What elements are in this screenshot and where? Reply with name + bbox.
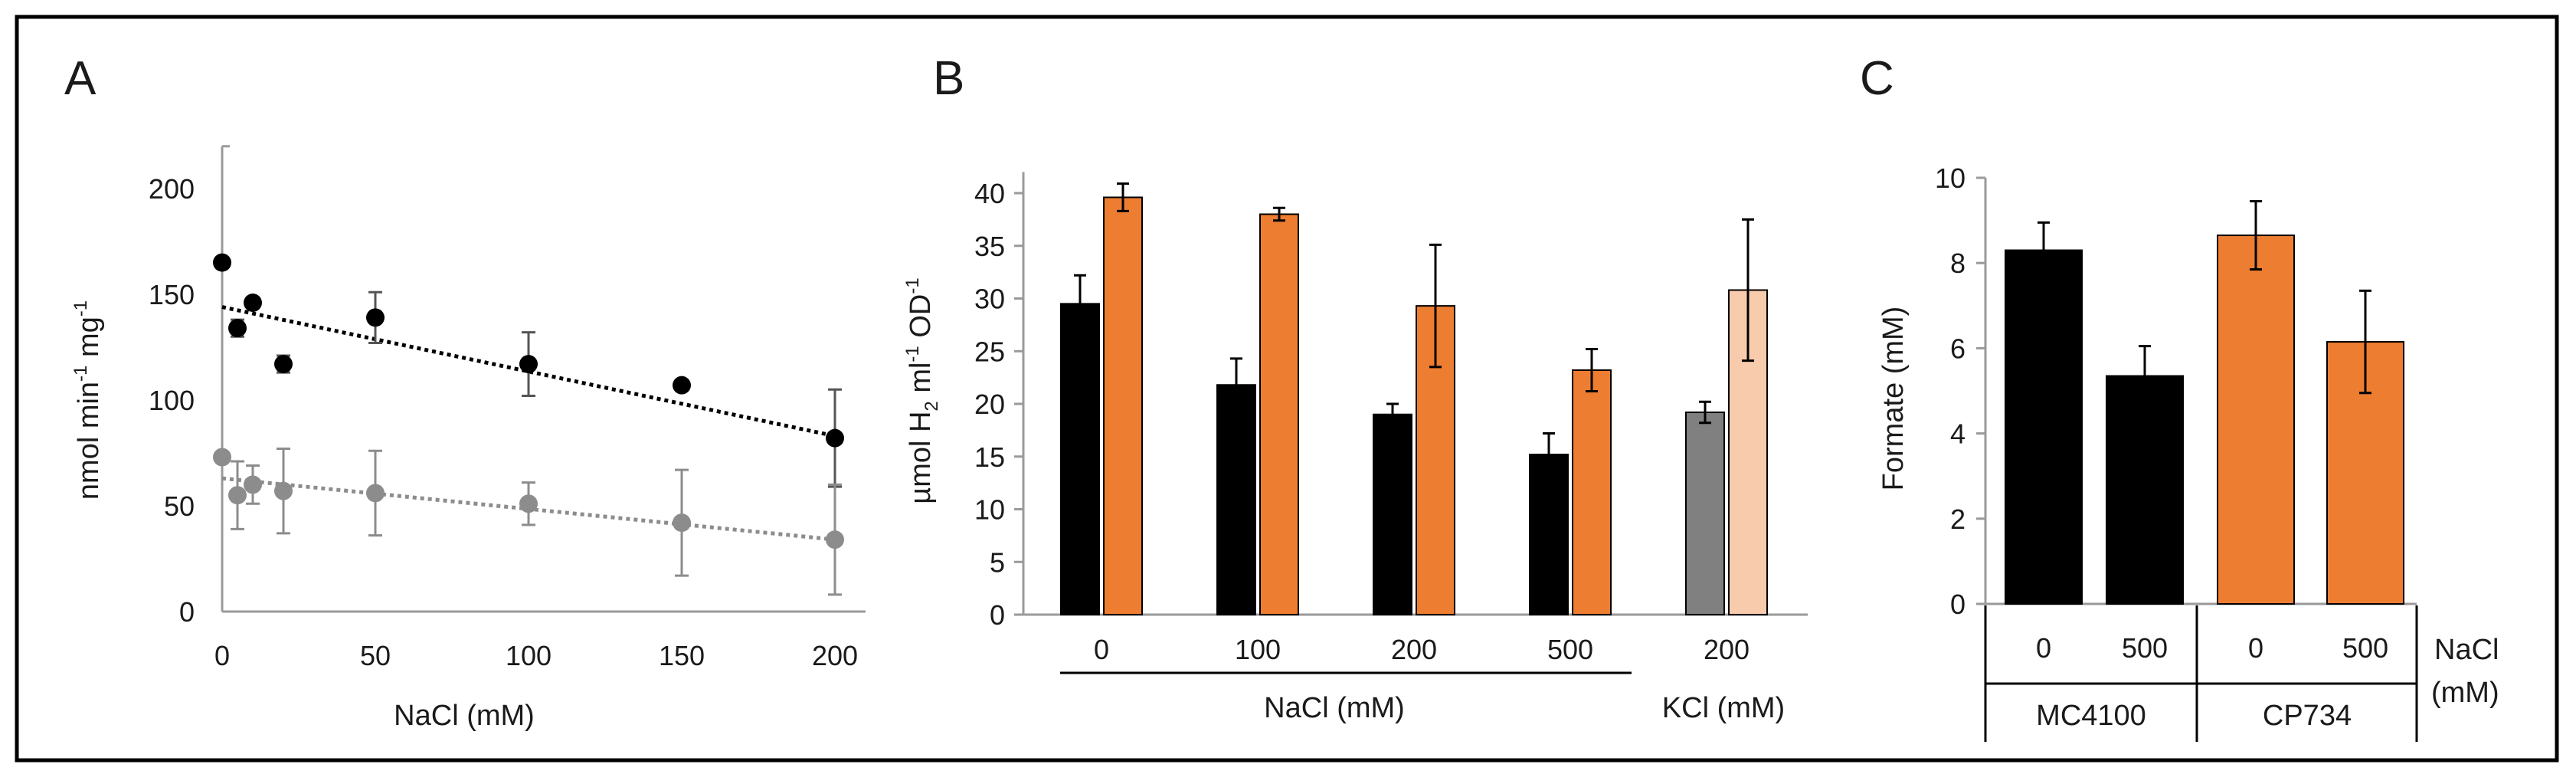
panel-b-kcl-group-label: KCl (mM) [1662,692,1785,724]
panel-c-letter: C [1860,52,1894,105]
panel-a-point [274,355,293,374]
panel-a-x-tick-label: 200 [812,640,858,671]
panel-b-y-tick-label: 5 [990,546,1005,578]
panel-a-point [519,494,538,513]
panel-a-point [519,355,538,374]
panel-b: B µmol H2 ml-1 OD-1 0 5 10 15 20 25 30 35 40 0 100… [902,52,1808,724]
panel-a-point [213,253,231,272]
panel-a-point [213,448,231,467]
panel-c-y-tick-label: 2 [1950,504,1966,535]
panel-b-y-tick-label: 40 [974,178,1005,209]
panel-c-error-bars [2038,200,2371,407]
panel-c-bar [2106,375,2184,605]
panel-b-tick-labels: 0 5 10 15 20 25 30 35 40 0 100 200 500 200 [974,178,1750,665]
panel-b-bars [1060,196,1768,615]
panel-b-bar [1216,384,1256,615]
panel-c-bars [2005,235,2404,605]
panel-a-letter: A [64,52,97,105]
panel-a-axes [221,145,866,613]
panel-b-bar [1259,213,1299,615]
panel-b-y-tick-label: 25 [974,336,1005,367]
panel-c-x-tick-label: 500 [2342,632,2388,664]
panel-a-y-tick-label: 150 [149,279,195,310]
panel-b-bar [1373,413,1412,615]
panel-a-tick-labels: 0 50 100 150 200 0 50 100 150 200 [149,173,858,671]
panel-c-side-label-line1: NaCl [2434,634,2499,666]
panel-a-trendline-0 [221,305,836,438]
panel-b-bar [1060,303,1100,615]
panel-a-x-tick-label: 150 [659,640,705,671]
panel-a-point [244,475,262,494]
panel-b-y-tick-label: 0 [990,599,1005,631]
panel-b-x-tick-label: 500 [1547,634,1593,665]
panel-a-x-axis-title: NaCl (mM) [394,700,535,732]
panel-a-point [673,513,691,533]
panel-b-y-tick-label: 35 [974,231,1005,262]
panel-c-strain-label-2: CP734 [2263,700,2352,732]
panel-c-category-table: MC4100 CP734 NaCl (mM) [1984,605,2499,742]
panel-c-y-tick-label: 6 [1950,333,1966,364]
panel-a-point [826,428,844,448]
panel-a-x-tick-label: 100 [506,640,552,671]
panel-c-bar [2217,235,2295,605]
panel-b-y-axis-title: µmol H2 ml-1 OD-1 [902,277,942,504]
panel-c-tick-labels: 0 2 4 6 8 10 0 500 0 500 [1935,162,2388,664]
panel-c-side-label-line2: (mM) [2431,677,2499,709]
panel-a-y-tick-label: 0 [179,596,195,628]
panel-b-letter: B [933,52,964,105]
panel-c-y-tick-label: 8 [1950,248,1966,279]
panel-a-point [673,376,691,395]
panel-a-point [274,481,293,500]
panel-c-strain-label-1: MC4100 [2036,700,2146,732]
panel-a-point [244,294,262,313]
panel-a-y-tick-label: 200 [149,173,195,205]
panel-a-y-tick-label: 50 [164,490,195,522]
panel-a-x-tick-label: 0 [214,640,230,671]
panel-b-y-tick-label: 15 [974,441,1005,473]
panel-b-bar [1572,369,1612,615]
panel-c-x-tick-label: 500 [2122,632,2168,664]
panel-a-point [228,319,247,338]
panel-b-y-tick-label: 30 [974,284,1005,315]
panel-b-bar [1685,412,1725,615]
panel-a-point [366,484,385,503]
panel-c-y-axis-title: Formate (mM) [1877,307,1910,491]
panel-c-x-tick-label: 0 [2036,632,2051,664]
panel-a-points [213,253,844,549]
panel-b-bar [1529,454,1569,615]
panel-c-y-tick-label: 0 [1950,589,1966,620]
panel-a-point [826,530,844,549]
panel-c: C Formate (mM) 0 2 4 6 8 10 0 500 0 500 MC4100 CP… [1860,52,2499,742]
panel-c-y-tick-label: 10 [1935,162,1966,194]
panel-a: A nmol min-1 mg-1 NaCl (mM) 0 50 100 150 200… [64,52,866,732]
panel-a-y-tick-label: 100 [149,385,195,416]
panel-b-x-tick-label: 0 [1094,634,1109,665]
panel-b-nacl-group-label: NaCl (mM) [1264,692,1405,724]
panel-b-x-tick-label: 200 [1704,634,1750,665]
panel-a-y-axis-title: nmol min-1 mg-1 [70,300,105,500]
panel-b-y-tick-label: 10 [974,494,1005,526]
panel-a-point [228,486,247,505]
panel-a-point [366,308,385,327]
panel-c-y-tick-label: 4 [1950,418,1966,450]
panel-b-x-tick-label: 200 [1391,634,1437,665]
panel-b-x-tick-label: 100 [1235,634,1281,665]
panel-c-x-tick-label: 0 [2248,632,2263,664]
panel-b-y-tick-label: 20 [974,389,1005,420]
panel-b-bar [1103,196,1143,615]
panel-a-x-tick-label: 50 [360,640,391,671]
panel-b-error-bars [1074,182,1754,477]
panel-c-bar [2005,249,2083,605]
